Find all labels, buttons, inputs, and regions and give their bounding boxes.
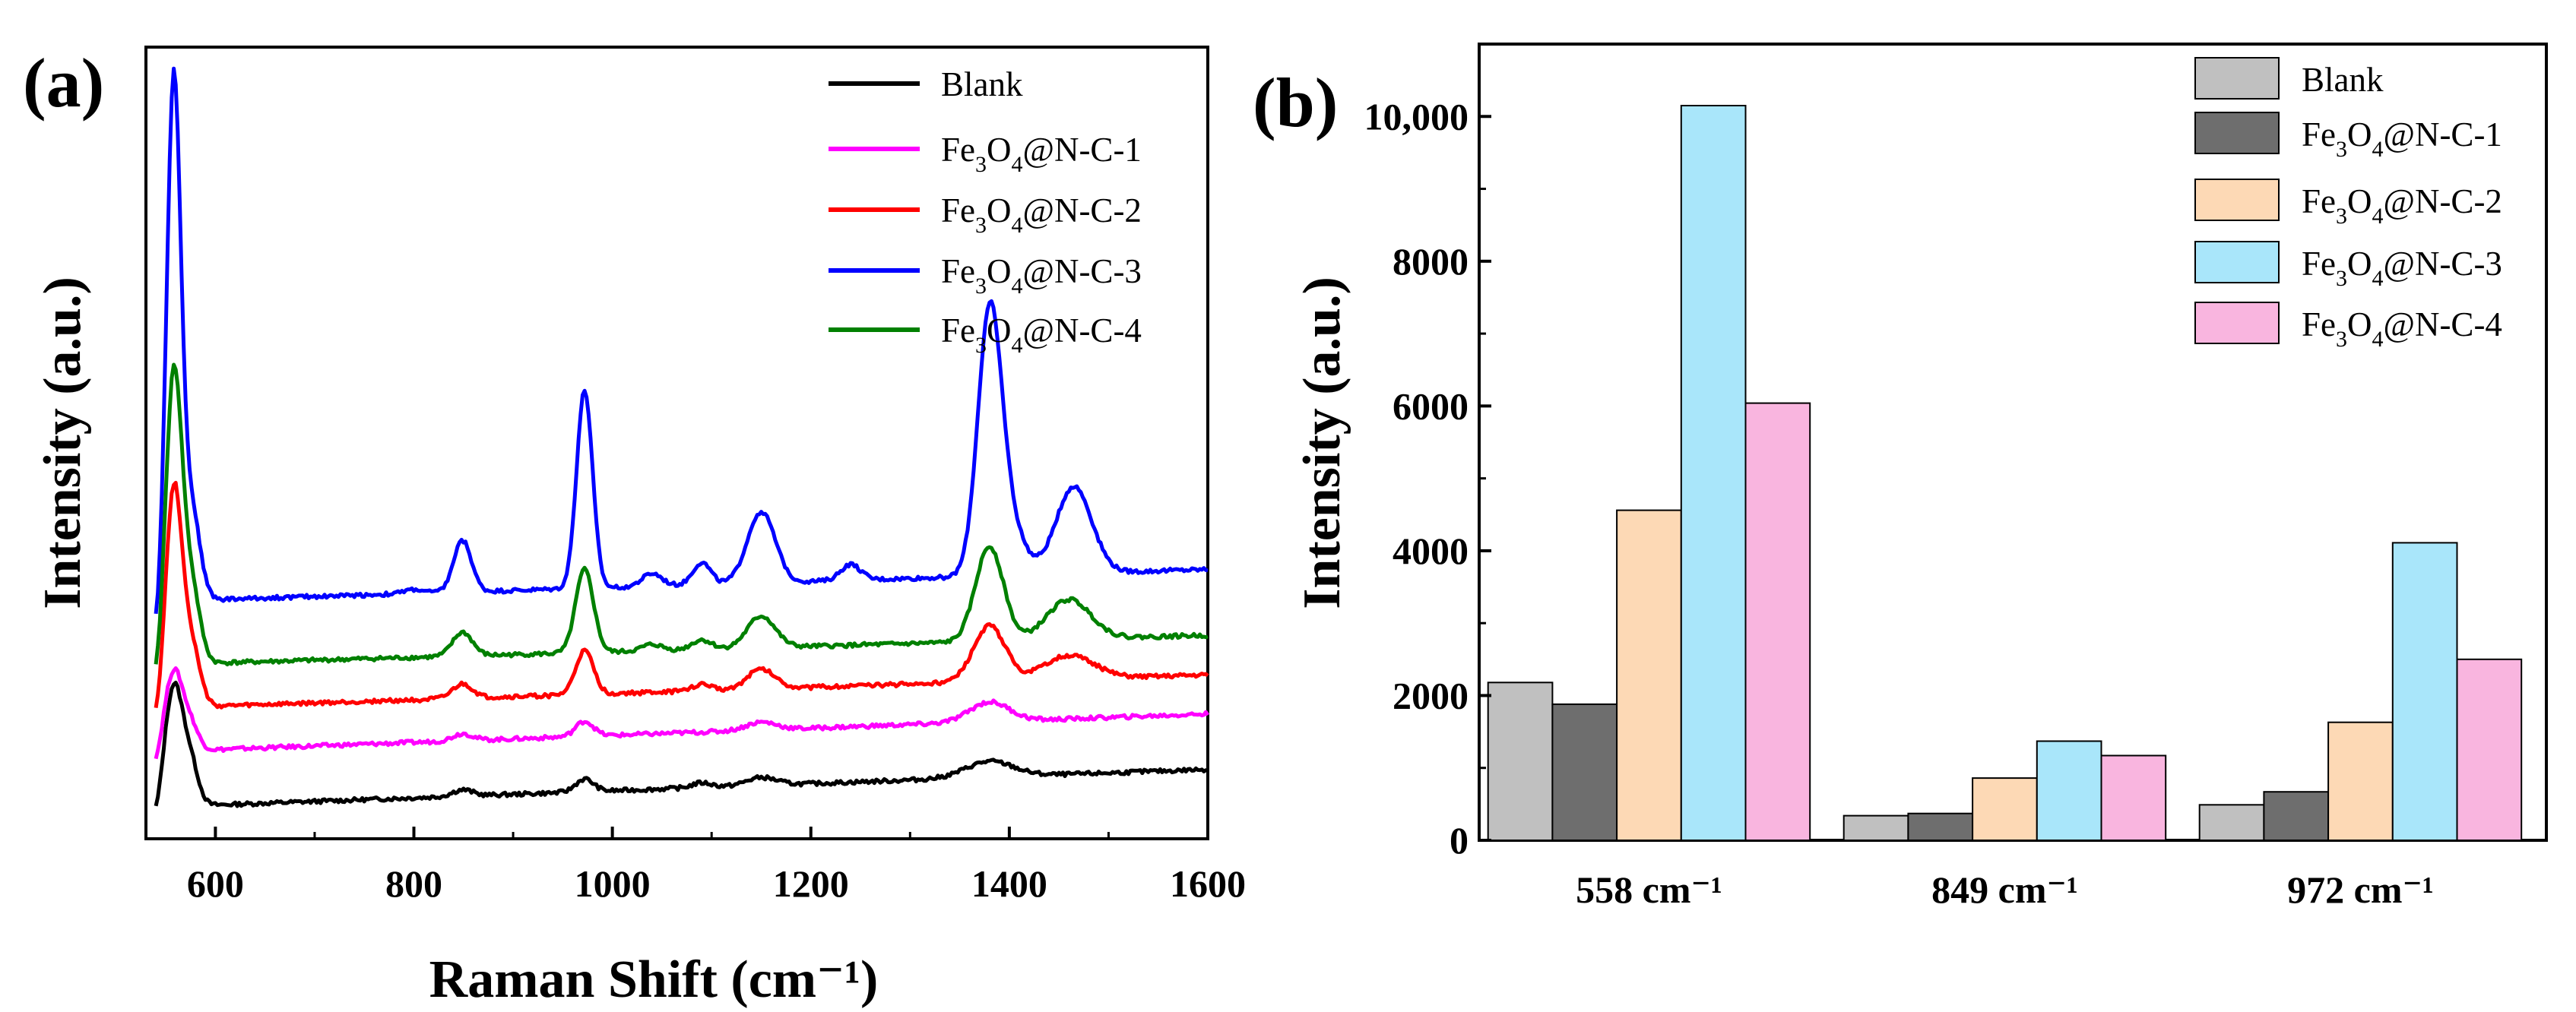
bar-s1-3 [2263,791,2330,841]
legend-a-label-s1: Fe3O4@N-C-1 [941,131,1142,177]
legend-a-s1: Fe3O4@N-C-1 [829,131,1142,177]
category-label: 972 cm⁻¹ [2287,868,2434,911]
legend-b-swatch-s2 [2194,179,2280,221]
bar-s4-3 [2456,658,2523,841]
legend-b-blank: Blank [2194,57,2384,100]
y-tick-label: 6000 [1393,384,1469,427]
panel-b-categories: 558 cm⁻¹ 849 cm⁻¹ 972 cm⁻¹ [1576,868,2434,911]
y-tick-label: 8000 [1393,240,1469,283]
category-label: 849 cm⁻¹ [1931,868,2078,911]
panel-a-x-axis-title: Raman Shift (cm⁻¹) [429,950,879,1009]
spectrum-line-s4 [154,362,1209,666]
bar-s3-3 [2391,542,2458,842]
y-tick-label: 4000 [1393,530,1469,572]
x-tick-label: 800 [385,862,442,905]
bar-s1-2 [1907,812,1974,841]
legend-b-swatch-blank [2194,57,2280,100]
legend-a-s2: Fe3O4@N-C-2 [829,191,1142,238]
panel-a-frame [144,46,1209,840]
spectrum-line-s3 [154,66,1209,615]
category-label: 558 cm⁻¹ [1576,868,1722,911]
bar-s2-3 [2327,721,2394,842]
bar-s4-1 [1744,402,1811,841]
legend-b-swatch-s3 [2194,241,2280,283]
x-tick-label: 1400 [971,862,1047,905]
panel-b-label: (b) [1253,64,1338,141]
bar-blank-2 [1842,814,1909,841]
panel-b: (b) 0 2000 4000 6000 8000 10,000 558 cm⁻¹ 849 … [1253,43,2548,911]
x-tick-label: 600 [187,862,244,905]
legend-a-label-s2: Fe3O4@N-C-2 [941,191,1142,238]
bar-s2-2 [1972,777,2038,841]
legend-b-label-s3: Fe3O4@N-C-3 [2302,245,2502,291]
y-tick-label: 10,000 [1364,95,1469,138]
panel-a-x-ticks: 600 800 1000 1200 1400 1600 [187,827,1246,905]
spectrum-line-blank [154,680,1209,808]
legend-a-label-s4: Fe3O4@N-C-4 [941,312,1142,358]
legend-b-s1: Fe3O4@N-C-1 [2194,112,2502,162]
panel-a-y-axis-title: Intensity (a.u.) [33,277,92,609]
bar-s2-1 [1616,509,1682,841]
bar-s3-2 [2036,740,2102,841]
legend-b-swatch-s4 [2194,302,2280,344]
x-tick-label: 1200 [773,862,849,905]
panel-a-legend: Blank Fe3O4@N-C-1 Fe3O4@N-C-2 Fe3O4@N-C-… [829,65,1142,358]
legend-b-s3: Fe3O4@N-C-3 [2194,241,2502,291]
legend-a-blank: Blank [829,65,1023,103]
bar-blank-3 [2198,804,2265,842]
panel-b-y-axis-title: Intensity (a.u.) [1293,277,1351,609]
bar-s1-1 [1551,703,1618,842]
x-tick-label: 1000 [575,862,651,905]
spectrum-line-s1 [154,666,1210,760]
bar-s3-1 [1680,105,1747,841]
legend-b-s4: Fe3O4@N-C-4 [2194,302,2502,352]
y-tick-label: 2000 [1393,674,1469,716]
legend-a-s3: Fe3O4@N-C-3 [829,252,1142,299]
legend-a-s4: Fe3O4@N-C-4 [829,312,1142,358]
bar-blank-1 [1487,682,1554,841]
panel-a: (a) 600 800 1000 1200 1400 1600 Intensity (a.… [23,44,1246,1009]
x-tick-label: 1600 [1170,862,1246,905]
bar-s4-2 [2100,754,2167,841]
legend-b-swatch-s1 [2194,112,2280,154]
panel-a-series [154,66,1210,808]
legend-b-label-s4: Fe3O4@N-C-4 [2302,305,2502,352]
spectrum-line-s2 [154,480,1209,710]
panel-b-y-ticks: 0 2000 4000 6000 8000 10,000 [1364,95,1491,862]
y-tick-label: 0 [1450,819,1469,862]
legend-b-label-blank: Blank [2302,61,2384,99]
legend-a-label-s3: Fe3O4@N-C-3 [941,252,1142,299]
legend-b-s2: Fe3O4@N-C-2 [2194,179,2502,229]
legend-a-label-blank: Blank [941,65,1023,103]
legend-b-label-s2: Fe3O4@N-C-2 [2302,182,2502,229]
legend-b-label-s1: Fe3O4@N-C-1 [2302,115,2502,162]
panel-b-bars [1487,105,2523,842]
panel-a-label: (a) [23,44,104,122]
panel-b-legend: Blank Fe3O4@N-C-1 Fe3O4@N-C-2 Fe3O4@N-C-… [2194,57,2502,352]
